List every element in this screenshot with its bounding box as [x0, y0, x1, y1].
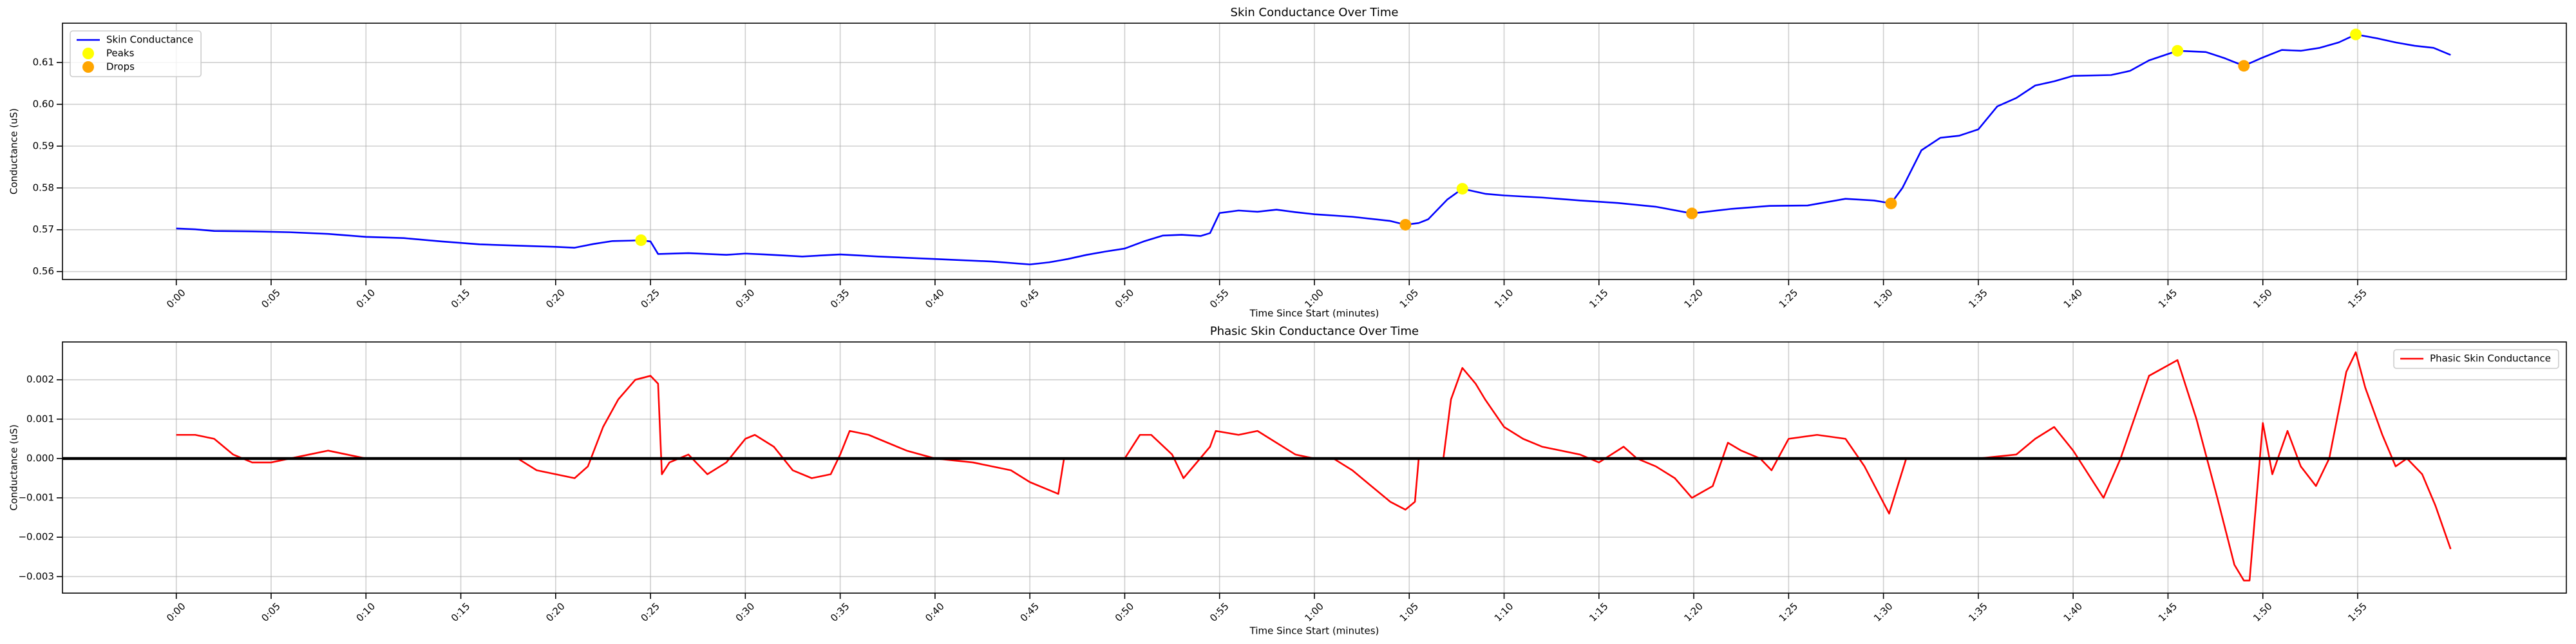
- x-axis-label: Time Since Start (minutes): [1249, 625, 1379, 637]
- data-point: [2238, 60, 2250, 72]
- x-tick-label: 0:40: [923, 287, 947, 310]
- x-tick-label: 1:35: [1966, 600, 1990, 624]
- legend-box: [2393, 349, 2559, 369]
- x-tick-label: 1:00: [1302, 287, 1326, 310]
- data-point: [2350, 28, 2362, 41]
- chart-panel: Phasic Skin Conductance Over Time Time Si…: [8, 325, 2567, 637]
- chart-title: Skin Conductance Over Time: [1231, 6, 1399, 19]
- x-tick-label: 0:35: [828, 600, 852, 624]
- data-line: [176, 33, 2451, 265]
- x-tick-label: 0:55: [1208, 287, 1231, 310]
- y-tick-label: 0.58: [33, 182, 54, 193]
- legend-label: Peaks: [106, 48, 135, 59]
- data-point: [1399, 218, 1412, 231]
- x-tick-label: 1:40: [2061, 600, 2085, 624]
- y-tick-label: −0.002: [18, 531, 54, 543]
- x-tick-label: 0:20: [544, 287, 567, 310]
- legend-swatch: [82, 61, 94, 73]
- x-tick-label: 1:20: [1681, 287, 1705, 310]
- x-tick-label: 1:50: [2251, 600, 2275, 624]
- x-tick-label: 0:10: [354, 600, 378, 624]
- x-tick-label: 1:10: [1492, 287, 1516, 310]
- x-tick-label: 1:15: [1587, 600, 1611, 624]
- x-tick-label: 1:50: [2251, 287, 2275, 310]
- x-tick-label: 0:10: [354, 287, 378, 310]
- x-axis-label: Time Since Start (minutes): [1249, 308, 1379, 319]
- x-tick-label: 0:25: [638, 600, 662, 624]
- chart-title: Phasic Skin Conductance Over Time: [1210, 325, 1419, 338]
- y-tick-label: 0.001: [26, 413, 54, 424]
- x-tick-label: 0:20: [544, 600, 567, 624]
- x-tick-label: 1:05: [1397, 600, 1421, 624]
- x-tick-label: 1:05: [1397, 287, 1421, 310]
- y-tick-label: 0.000: [26, 452, 54, 464]
- y-tick-label: 0.57: [33, 223, 54, 235]
- x-tick-label: 0:50: [1113, 287, 1137, 310]
- plot-frame: [62, 341, 2567, 594]
- x-tick-label: 0:35: [828, 287, 852, 310]
- x-tick-label: 1:25: [1777, 287, 1801, 310]
- x-tick-label: 0:30: [734, 600, 757, 624]
- data-line: [176, 351, 2452, 582]
- y-tick-label: 0.61: [33, 57, 54, 68]
- legend-label: Phasic Skin Conductance: [2430, 353, 2551, 365]
- x-tick-label: 0:45: [1018, 600, 1042, 624]
- x-tick-label: 1:25: [1777, 600, 1801, 624]
- legend-label: Skin Conductance: [106, 34, 193, 46]
- y-tick-label: −0.001: [18, 492, 54, 504]
- y-tick-label: 0.60: [33, 98, 54, 109]
- x-tick-label: 0:40: [923, 600, 947, 624]
- chart-panel: Skin Conductance Over Time Time Since Sta…: [8, 6, 2567, 319]
- x-tick-label: 0:30: [734, 287, 757, 310]
- y-tick-label: 0.002: [26, 374, 54, 385]
- x-tick-label: 1:40: [2061, 287, 2085, 310]
- legend-swatch: [82, 48, 94, 59]
- legend: Phasic Skin Conductance: [2393, 349, 2559, 369]
- y-axis-label: Conductance (uS): [8, 424, 20, 511]
- x-tick-label: 0:45: [1018, 287, 1042, 310]
- y-axis-label: Conductance (uS): [8, 108, 20, 194]
- x-tick-label: 1:30: [1871, 600, 1895, 624]
- x-tick-label: 0:25: [638, 287, 662, 310]
- x-tick-label: 1:35: [1966, 287, 1990, 310]
- x-tick-label: 0:00: [164, 600, 188, 624]
- data-point: [635, 234, 647, 246]
- x-tick-label: 0:50: [1113, 600, 1137, 624]
- x-tick-label: 1:45: [2156, 600, 2180, 624]
- x-tick-label: 0:05: [259, 287, 283, 310]
- y-tick-label: 0.59: [33, 140, 54, 151]
- x-tick-label: 1:55: [2345, 600, 2369, 624]
- x-tick-label: 1:20: [1681, 600, 1705, 624]
- legend-label: Drops: [106, 61, 135, 73]
- x-tick-label: 0:55: [1208, 600, 1231, 624]
- x-tick-label: 1:00: [1302, 600, 1326, 624]
- x-tick-label: 1:45: [2156, 287, 2180, 310]
- x-tick-label: 1:15: [1587, 287, 1611, 310]
- y-tick-label: 0.56: [33, 265, 54, 277]
- data-point: [1456, 183, 1468, 195]
- x-tick-label: 0:05: [259, 600, 283, 624]
- y-tick-label: −0.003: [18, 571, 54, 582]
- legend: Skin Conductance Peaks Drops: [70, 30, 202, 77]
- data-point: [1686, 207, 1698, 220]
- legend-box: [70, 30, 202, 77]
- x-tick-label: 0:15: [449, 287, 473, 310]
- x-tick-label: 1:30: [1871, 287, 1895, 310]
- plot-frame: [62, 23, 2567, 280]
- x-tick-label: 0:15: [449, 600, 473, 624]
- x-tick-label: 0:00: [164, 287, 188, 310]
- x-tick-label: 1:10: [1492, 600, 1516, 624]
- x-tick-label: 1:55: [2345, 287, 2369, 310]
- data-point: [2172, 44, 2184, 57]
- data-point: [1885, 197, 1897, 209]
